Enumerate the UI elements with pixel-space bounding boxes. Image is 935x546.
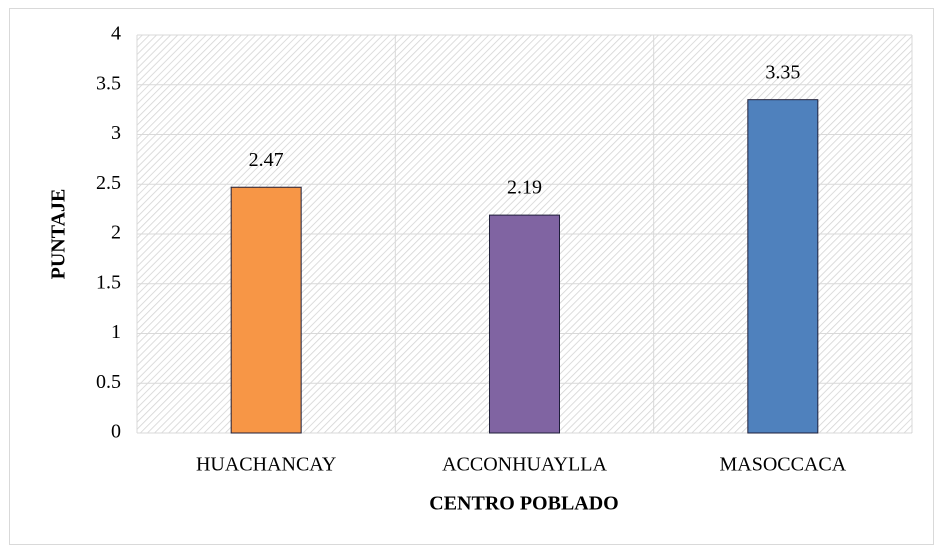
y-tick-label: 0.5	[96, 371, 121, 393]
y-tick-label: 2.5	[96, 172, 121, 194]
x-tick-label: HUACHANCAY	[196, 454, 336, 476]
x-tick-label: MASOCCACA	[719, 454, 846, 476]
bar	[747, 99, 819, 434]
y-tick-label: 3	[111, 122, 121, 144]
y-tick-label: 3.5	[96, 72, 121, 94]
y-tick-label: 1	[111, 321, 121, 343]
bar	[230, 186, 302, 434]
y-tick-label: 1.5	[96, 271, 121, 293]
data-label: 3.35	[765, 61, 800, 83]
x-tick-label: ACCONHUAYLLA	[442, 454, 607, 476]
y-axis-title: PUNTAJE	[48, 189, 70, 280]
y-tick-label: 0	[111, 421, 121, 443]
y-tick-label: 4	[111, 23, 121, 45]
data-label: 2.19	[507, 177, 542, 199]
x-axis-title: CENTRO POBLADO	[429, 493, 618, 515]
data-label: 2.47	[249, 149, 284, 171]
bar	[489, 214, 560, 434]
y-tick-label: 2	[111, 222, 121, 244]
